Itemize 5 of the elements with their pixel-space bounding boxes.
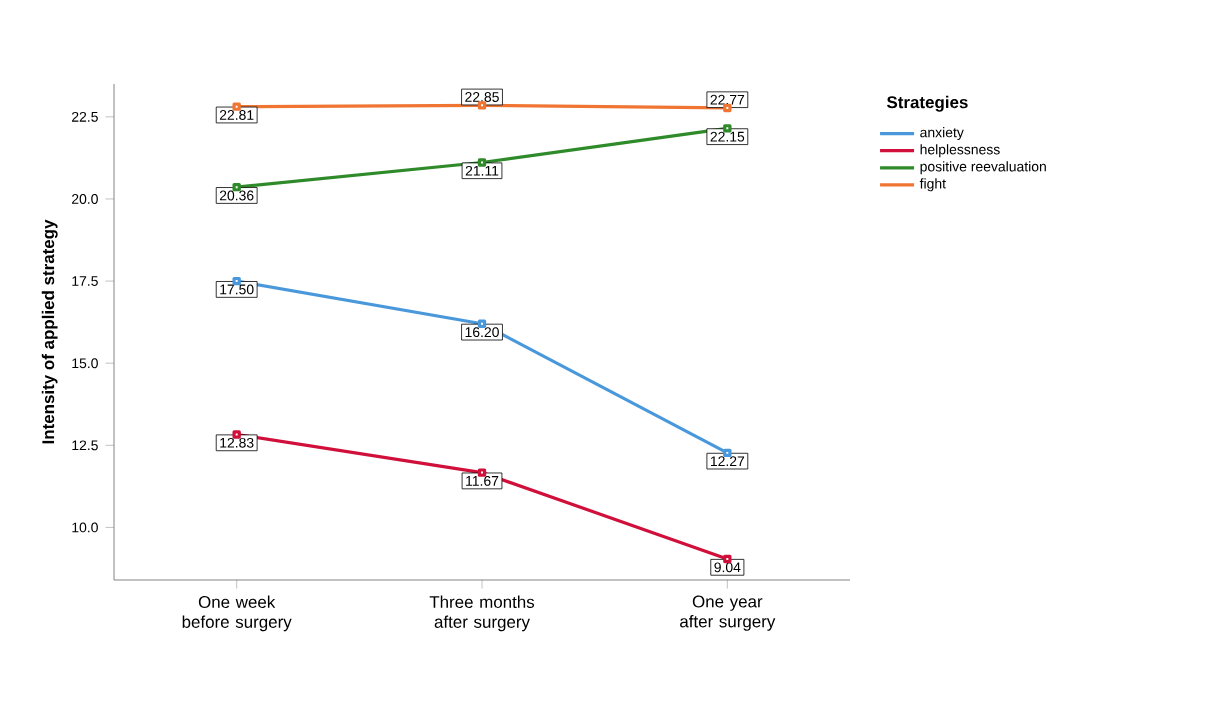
y-axis-title: Intensity of applied strategy — [41, 219, 58, 444]
x-tick-label: One year after surgery — [680, 595, 776, 631]
x-tick-label: Three months after surgery — [429, 595, 535, 632]
x-tick-label: One week before surgery — [182, 595, 292, 632]
legend-title: Strategies — [886, 95, 968, 112]
